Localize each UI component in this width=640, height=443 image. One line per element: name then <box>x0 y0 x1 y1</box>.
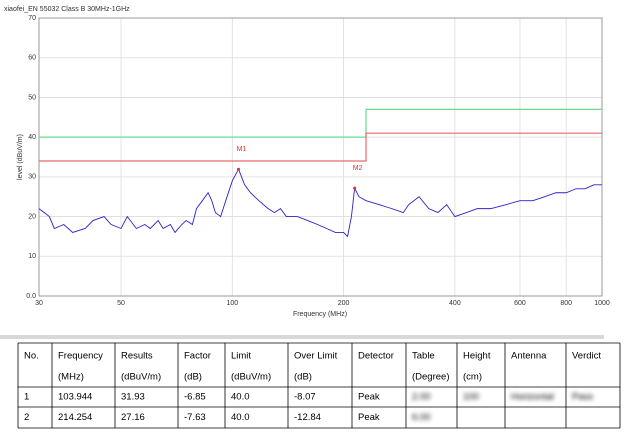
column-header: Table <box>412 351 435 362</box>
column-unit: (cm) <box>463 372 482 383</box>
x-tick-label: 100 <box>226 300 238 307</box>
series-line <box>39 132 602 162</box>
table-cell: 6.00 <box>412 412 431 423</box>
results-table: No. Frequency (MHz) Results (dBuV/m) Factor (d… <box>17 342 621 429</box>
table-cell: 103.944 <box>58 392 92 403</box>
column-header: Factor <box>184 351 211 362</box>
table-cell: Peak <box>358 412 380 423</box>
column-header: Height <box>463 351 491 362</box>
x-tick-label: 400 <box>449 300 461 307</box>
table-cell: 27.16 <box>121 412 145 423</box>
column-header: Over Limit <box>294 351 338 362</box>
x-tick-label: 600 <box>514 300 526 307</box>
table-cell: Peak <box>358 392 380 403</box>
column-unit: (dBuV/m) <box>121 372 161 383</box>
column-header: Frequency <box>58 351 103 362</box>
column-unit: (dB) <box>184 372 202 383</box>
column-header: Verdict <box>572 351 601 362</box>
table-cell: -7.63 <box>184 412 206 423</box>
table-cell: -12.84 <box>294 412 321 423</box>
table-cell: 1 <box>24 392 29 403</box>
table-cell: 31.93 <box>121 392 145 403</box>
column-unit: (dB) <box>294 372 312 383</box>
plot-frame <box>38 17 603 297</box>
table-cell: -6.85 <box>184 392 206 403</box>
marker-label: M1 <box>237 146 247 153</box>
y-tick-label: 0.0 <box>26 293 36 300</box>
column-header: Detector <box>358 351 394 362</box>
x-axis-label: Frequency (MHz) <box>293 311 347 318</box>
y-tick-label: 10 <box>28 253 36 260</box>
marker <box>353 186 357 190</box>
series-line <box>39 108 602 138</box>
chart-title: xiaofei_EN 55032 Class B 30MHz-1GHz <box>4 6 130 13</box>
table-cell: 214.254 <box>58 412 92 423</box>
column-unit: (MHz) <box>58 372 84 383</box>
x-tick-label: 30 <box>35 300 43 307</box>
x-tick-label: 50 <box>117 300 125 307</box>
x-tick-label: 1000 <box>594 300 610 307</box>
table-cell: 40.0 <box>231 412 250 423</box>
separator <box>0 335 604 339</box>
column-header: No. <box>24 351 39 362</box>
y-tick-label: 30 <box>28 174 36 181</box>
column-unit: (Degree) <box>412 372 450 383</box>
y-tick-label: 20 <box>28 213 36 220</box>
series-line <box>38 168 602 238</box>
marker-label: M2 <box>353 165 363 172</box>
column-header: Results <box>121 351 153 362</box>
table-cell: 40.0 <box>231 392 250 403</box>
table-cell: 2 <box>24 412 29 423</box>
x-tick-label: 200 <box>338 300 350 307</box>
column-unit: (dBuV/m) <box>231 372 271 383</box>
y-tick-label: 70 <box>28 15 36 22</box>
y-axis-label: level (dBuV/m) <box>17 134 24 180</box>
y-tick-label: 60 <box>28 55 36 62</box>
table-cell: -8.07 <box>294 392 316 403</box>
table-cell: Pass <box>572 392 593 403</box>
table-cell: Horizontal <box>511 392 554 403</box>
column-header: Antenna <box>511 351 547 362</box>
y-tick-label: 40 <box>28 134 36 141</box>
marker <box>237 167 241 171</box>
x-tick-label: 800 <box>560 300 572 307</box>
table-cell: 100 <box>463 392 479 403</box>
column-header: Limit <box>231 351 251 362</box>
y-tick-label: 50 <box>28 94 36 101</box>
table-cell: 2.00 <box>412 392 431 403</box>
